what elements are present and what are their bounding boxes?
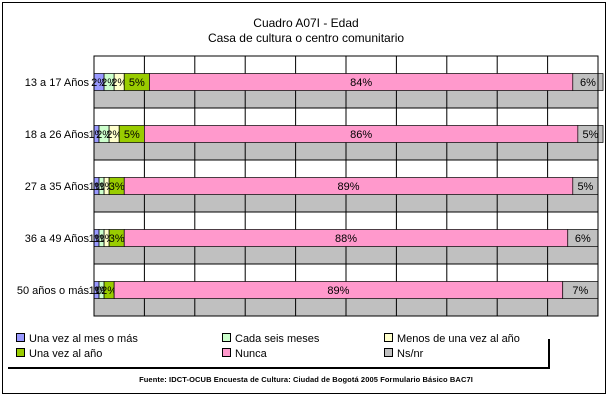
legend-label: Cada seis meses: [235, 333, 320, 345]
legend-swatch: [222, 348, 231, 357]
legend-swatch: [16, 333, 25, 342]
data-label: 89%: [338, 181, 360, 193]
chart-subtitle: Casa de cultura o centro comunitario: [207, 31, 405, 45]
data-label: 2%: [101, 77, 117, 89]
data-label: 84%: [350, 77, 372, 89]
legend: Una vez al mes o más Cada seis meses Menos…: [8, 333, 552, 369]
legend-item: Una vez al mes o más: [16, 333, 138, 345]
legend-item: Menos de una vez al año: [384, 333, 520, 345]
legend-label: Una vez al año: [29, 348, 103, 360]
category-label: 27 a 35 Años: [25, 181, 90, 193]
data-label: 5%: [129, 77, 145, 89]
legend-label: Ns/nr: [397, 348, 424, 360]
data-label: 7%: [572, 285, 588, 297]
legend-swatch: [16, 348, 25, 357]
legend-swatch: [384, 348, 393, 357]
data-label: 89%: [327, 285, 349, 297]
legend-border: [548, 339, 550, 369]
legend-item: Una vez al año: [16, 348, 102, 360]
bar: [577, 125, 604, 143]
source-note: Fuente: IDCT-OCUB Encuesta de Cultura: C…: [139, 375, 473, 384]
data-label: 2%: [111, 77, 127, 89]
legend-label: Nunca: [235, 348, 267, 360]
legend-label: Menos de una vez al año: [397, 333, 520, 345]
legend-label: Una vez al mes o más: [29, 333, 138, 345]
data-label: 6%: [575, 233, 591, 245]
data-label: 2%: [106, 129, 122, 141]
data-label: 2%: [91, 77, 107, 89]
data-label: 5%: [124, 129, 140, 141]
plot-border: [93, 55, 599, 317]
data-label: 86%: [350, 129, 372, 141]
category-label: 50 años o más: [17, 285, 90, 297]
legend-swatch: [384, 333, 393, 342]
category-label: 18 a 26 Años: [25, 129, 90, 141]
data-label: 5%: [577, 181, 593, 193]
category-label: 36 a 49 Años: [25, 233, 90, 245]
legend-swatch: [222, 333, 231, 342]
data-label: 88%: [335, 233, 357, 245]
data-label: 6%: [580, 77, 596, 89]
chart-title: Cuadro A07I - Edad: [253, 16, 359, 30]
data-label: 3%: [109, 181, 125, 193]
bar: [572, 73, 604, 91]
legend-item: Nunca: [222, 348, 267, 360]
legend-border: [8, 367, 550, 369]
data-label: 5%: [582, 129, 598, 141]
data-label: 2%: [101, 285, 117, 297]
data-label: 3%: [109, 233, 125, 245]
legend-item: Cada seis meses: [222, 333, 319, 345]
legend-item: Ns/nr: [384, 348, 423, 360]
category-label: 13 a 17 Años: [25, 77, 90, 89]
data-label: 2%: [96, 129, 112, 141]
